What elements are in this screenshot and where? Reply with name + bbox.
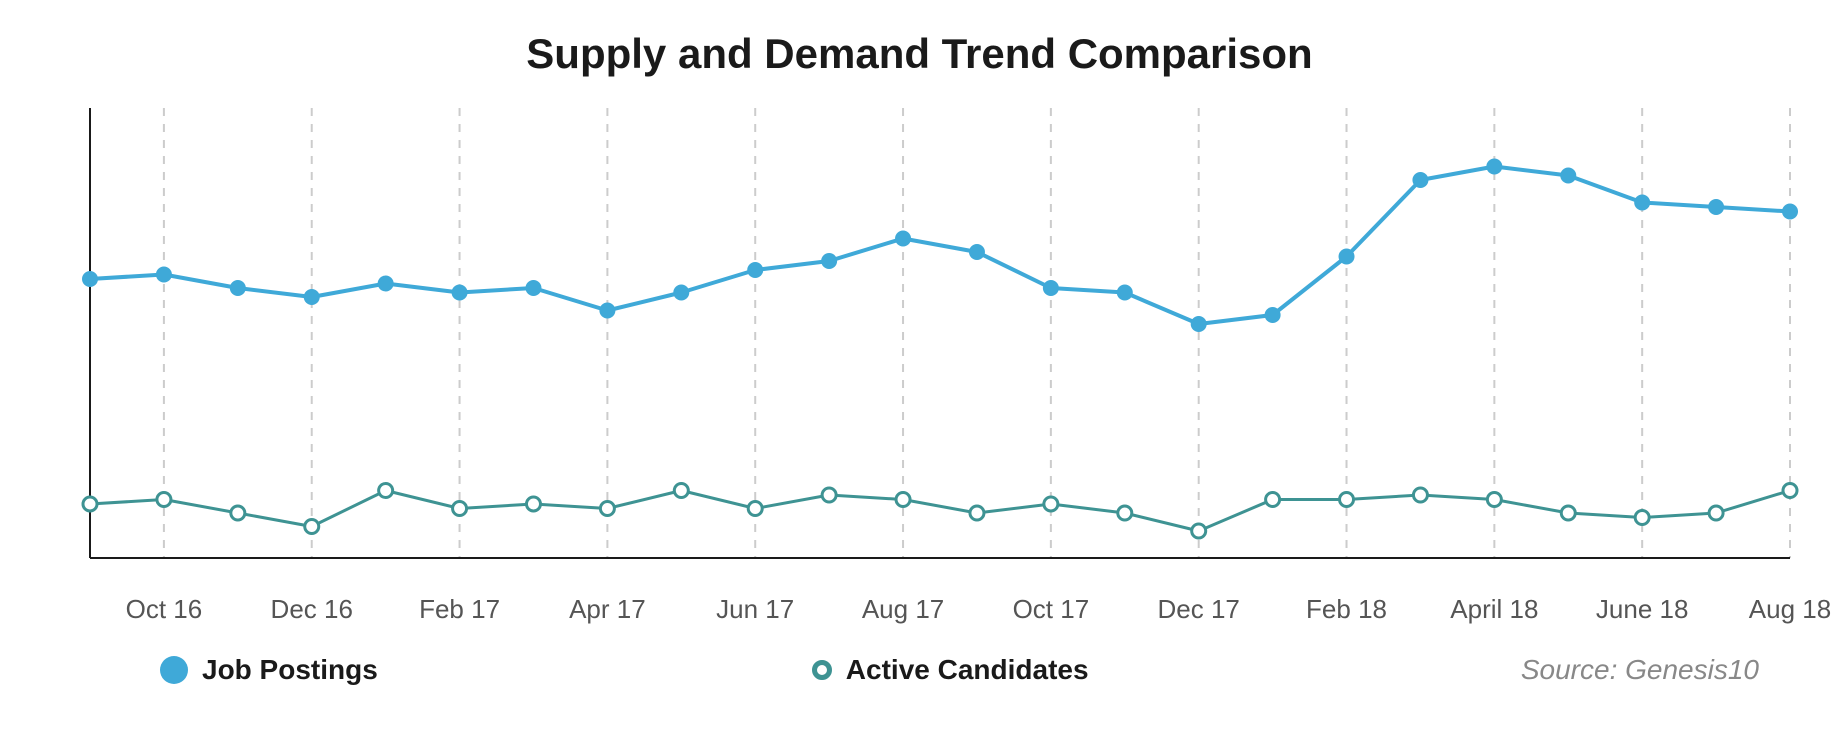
chart-footer: Job Postings Active Candidates Source: G… — [40, 654, 1799, 686]
legend-item-job-postings: Job Postings — [160, 654, 378, 686]
chart-container: Supply and Demand Trend Comparison Oct 1… — [0, 0, 1839, 745]
x-axis-tick-label: Dec 16 — [271, 594, 353, 625]
legend-marker-hollow — [812, 660, 832, 680]
x-axis-tick-label: Oct 16 — [126, 594, 203, 625]
x-axis-tick-label: April 18 — [1450, 594, 1538, 625]
legend-marker-filled — [160, 656, 188, 684]
x-axis-tick-label: Aug 18 — [1749, 594, 1831, 625]
x-axis-tick-label: Jun 17 — [716, 594, 794, 625]
legend-item-active-candidates: Active Candidates — [812, 654, 1089, 686]
x-axis-tick-label: Aug 17 — [862, 594, 944, 625]
chart-svg — [40, 108, 1810, 578]
x-axis-tick-label: June 18 — [1596, 594, 1689, 625]
legend-label: Job Postings — [202, 654, 378, 686]
x-axis-tick-label: Feb 18 — [1306, 594, 1387, 625]
chart-title: Supply and Demand Trend Comparison — [40, 30, 1799, 78]
x-axis-tick-label: Oct 17 — [1013, 594, 1090, 625]
chart-plot-area — [40, 108, 1799, 588]
x-axis-tick-label: Feb 17 — [419, 594, 500, 625]
legend-label: Active Candidates — [846, 654, 1089, 686]
x-axis-labels: Oct 16 Dec 16 Feb 17 Apr 17 Jun 17 Aug 17 Oct … — [40, 594, 1799, 634]
x-axis-tick-label: Apr 17 — [569, 594, 646, 625]
source-attribution: Source: Genesis10 — [1521, 654, 1759, 686]
x-axis-tick-label: Dec 17 — [1157, 594, 1239, 625]
